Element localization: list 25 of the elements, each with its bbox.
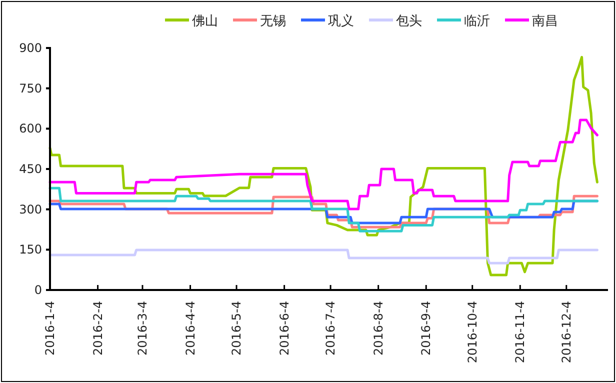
x-tick-label: 2016-6-4 [277, 301, 292, 356]
x-tick-label: 2016-8-4 [371, 301, 386, 356]
y-tick-label: 0 [34, 283, 42, 297]
y-tick-label: 600 [19, 122, 42, 136]
x-tick-label: 2016-2-4 [90, 301, 105, 356]
x-tick-label: 2016-11-4 [513, 301, 528, 364]
y-tick-label: 450 [19, 162, 42, 176]
x-tick-label: 2016-5-4 [230, 301, 244, 356]
legend-label: 巩义 [328, 14, 354, 29]
x-tick-label: 2016-1-4 [43, 301, 57, 356]
legend-label: 南昌 [532, 14, 558, 29]
x-tick-label: 2016-3-4 [135, 301, 150, 356]
x-tick-label: 2016-7-4 [324, 301, 338, 356]
y-tick-label: 750 [19, 81, 42, 96]
legend-label: 包头 [396, 14, 422, 29]
x-tick-label: 2016-9-4 [419, 301, 434, 356]
x-tick-label: 2016-10-4 [465, 301, 480, 364]
y-tick-label: 300 [19, 202, 42, 216]
x-tick-label: 2016-12-4 [559, 301, 574, 364]
y-tick-label: 150 [19, 242, 42, 257]
legend-label: 临沂 [464, 14, 490, 29]
y-tick-label: 900 [19, 41, 42, 55]
x-tick-label: 2016-4-4 [183, 301, 198, 356]
legend-label: 佛山 [192, 14, 218, 29]
legend-label: 无锡 [260, 14, 286, 29]
